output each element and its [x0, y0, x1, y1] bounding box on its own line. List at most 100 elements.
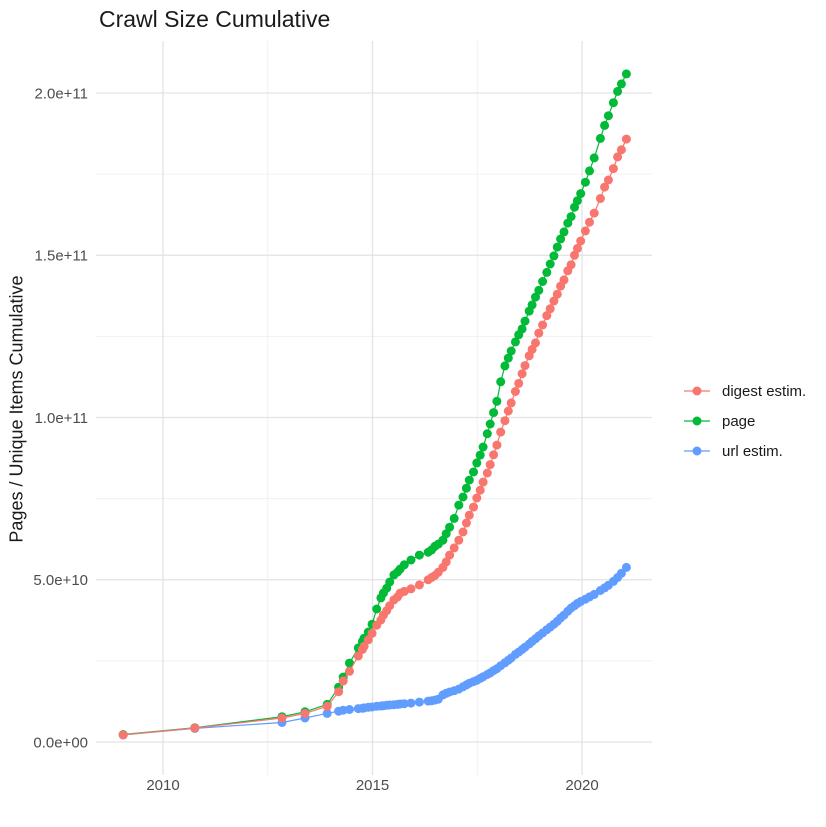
data-point-digest-estim [363, 635, 373, 645]
y-tick-label: 2.0e+11 [34, 85, 88, 102]
y-tick-label: 5.0e+10 [33, 572, 88, 589]
data-point-page [445, 522, 455, 532]
data-point-page [520, 316, 530, 326]
data-point-page [510, 337, 520, 347]
data-point-page [503, 353, 513, 363]
data-point-digest-estim [359, 641, 369, 651]
data-point-digest-estim [510, 387, 520, 396]
series-line-digest-estim [123, 138, 627, 736]
data-point-page [531, 292, 540, 302]
data-point-digest-estim [603, 175, 613, 185]
data-point-url-estim [414, 697, 424, 707]
data-point-page [385, 577, 395, 587]
data-point-digest-estim [572, 243, 582, 253]
data-point-page [549, 251, 559, 261]
data-point-page [500, 361, 510, 371]
legend-label-page: page [722, 412, 756, 430]
data-point-page [496, 377, 506, 387]
data-point-digest-estim [545, 304, 555, 314]
data-point-url-estim [399, 699, 409, 709]
data-point-page [621, 69, 631, 79]
y-tick-label: 1.0e+11 [34, 410, 88, 427]
data-point-digest-estim [454, 535, 464, 545]
data-point-digest-estim [478, 477, 488, 487]
legend-item-url-estim: url estim. [682, 436, 806, 466]
data-point-digest-estim [589, 208, 599, 218]
data-point-digest-estim [277, 713, 287, 723]
data-point-page [542, 267, 552, 277]
data-point-page [545, 259, 555, 269]
data-point-page [566, 212, 576, 222]
data-point-page [616, 79, 626, 89]
data-point-page [475, 450, 485, 460]
data-point-digest-estim [534, 328, 544, 338]
data-point-digest-estim [353, 651, 363, 661]
data-point-digest-estim [517, 369, 527, 379]
data-point-page [559, 227, 569, 237]
data-point-digest-estim [538, 320, 548, 330]
data-point-page [589, 153, 599, 163]
data-point-digest-estim [613, 152, 623, 162]
data-point-page [595, 133, 605, 143]
data-point-digest-estim [580, 226, 590, 236]
data-point-digest-estim [520, 361, 530, 371]
data-point-page [600, 120, 610, 130]
data-point-digest-estim [489, 450, 499, 460]
data-point-digest-estim [542, 311, 552, 321]
data-point-page [576, 189, 586, 199]
legend-label-url-estim: url estim. [722, 442, 783, 460]
legend-item-digest-estim: digest estim. [682, 376, 806, 406]
data-point-digest-estim [322, 701, 332, 711]
data-point-digest-estim [621, 134, 631, 144]
data-point-page [414, 550, 424, 560]
data-point-digest-estim [585, 217, 594, 227]
data-point-page [449, 513, 459, 523]
x-tick-label: 2020 [565, 777, 598, 794]
data-point-page [461, 483, 471, 493]
data-point-page [608, 98, 618, 108]
data-point-digest-estim [500, 416, 510, 426]
data-point-digest-estim [600, 182, 610, 192]
data-point-page [458, 492, 468, 502]
data-point-page [552, 242, 562, 252]
data-point-digest-estim [449, 543, 459, 553]
data-point-digest-estim [406, 584, 416, 594]
data-point-page [454, 500, 464, 510]
data-point-digest-estim [559, 275, 569, 285]
data-point-digest-estim [492, 440, 502, 450]
series-url-estim [118, 562, 631, 740]
data-point-digest-estim [334, 687, 344, 697]
data-point-url-estim [616, 568, 626, 578]
data-point-digest-estim [608, 164, 618, 174]
data-point-digest-estim [414, 580, 424, 590]
data-point-digest-estim [531, 338, 540, 348]
data-point-digest-estim [190, 723, 200, 733]
data-point-page [538, 277, 548, 286]
data-point-page [472, 458, 482, 468]
data-point-page [478, 442, 488, 452]
data-point-digest-estim [576, 236, 586, 246]
data-point-url-estim [322, 708, 332, 718]
data-point-digest-estim [345, 666, 354, 676]
data-point-digest-estim [616, 145, 626, 155]
data-point-digest-estim [503, 406, 513, 416]
data-point-digest-estim [482, 468, 492, 478]
legend-label-digest-estim: digest estim. [722, 382, 807, 400]
data-point-digest-estim [485, 460, 495, 470]
data-point-page [464, 475, 474, 485]
data-point-page [556, 234, 566, 244]
data-point-page [527, 300, 537, 310]
data-point-digest-estim [464, 510, 474, 520]
data-point-digest-estim [595, 194, 605, 203]
data-point-page [485, 419, 495, 429]
legend: digest estim. page url estim. [682, 376, 806, 466]
series-page [118, 69, 631, 739]
data-point-page [489, 408, 499, 418]
data-point-page [372, 604, 382, 614]
gridlines-minor [96, 41, 652, 775]
data-point-digest-estim [338, 676, 348, 686]
legend-item-page: page [682, 406, 806, 436]
x-tick-label: 2015 [356, 777, 389, 794]
data-point-digest-estim [445, 550, 455, 560]
